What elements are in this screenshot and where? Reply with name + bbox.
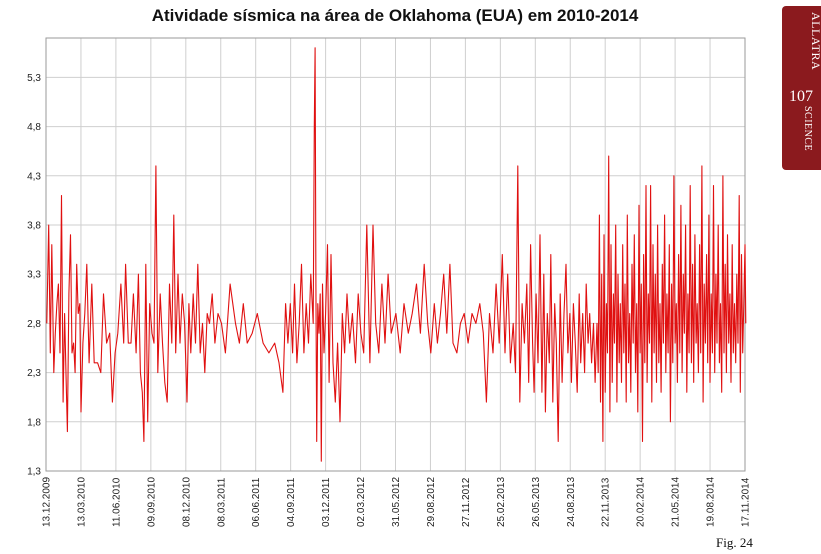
badge-brand: ALLATRA [809, 12, 821, 71]
allatra-science-badge: ALLATRA 107 SCIENCE [782, 6, 821, 170]
chart-grid [45, 38, 746, 472]
y-tick-label: 1,3 [27, 467, 41, 478]
x-tick-label: 09.09.2010 [146, 477, 157, 527]
x-tick-label: 20.02.2014 [636, 477, 647, 527]
badge-science: SCIENCE [802, 106, 813, 152]
x-tick-label: 27.11.2012 [461, 477, 472, 527]
figure-label: Fig. 24 [716, 535, 753, 550]
y-tick-label: 3,3 [27, 270, 41, 281]
y-tick-label: 2,8 [27, 319, 41, 330]
x-tick-label: 21.05.2014 [671, 477, 682, 527]
y-tick-label: 3,8 [27, 220, 41, 231]
seismic-line-chart: 1,31,82,32,83,33,84,34,85,3 13.12.2009 13… [27, 37, 752, 527]
x-tick-label: 29.08.2012 [426, 477, 437, 527]
x-tick-label: 13.03.2010 [76, 477, 87, 527]
y-axis-tick-labels: 1,3 1,8 2,3 2,8 3,3 3,8 4,3 4,8 5,3 [27, 73, 41, 478]
badge-number: 107 [789, 88, 813, 105]
y-tick-label: 4,3 [27, 171, 41, 182]
x-tick-label: 31.05.2012 [391, 477, 402, 527]
magnitude-series-line [46, 47, 747, 462]
y-tick-label: 4,8 [27, 122, 41, 133]
x-tick-label: 08.03.2011 [216, 477, 227, 527]
x-tick-label: 19.08.2014 [706, 477, 717, 527]
chart-title: Atividade sísmica na área de Oklahoma (E… [151, 6, 639, 25]
x-tick-label: 24.08.2013 [566, 477, 577, 527]
y-tick-label: 5,3 [27, 73, 41, 84]
x-tick-label: 08.12.2010 [181, 477, 192, 527]
y-tick-label: 2,3 [27, 368, 41, 379]
x-axis-tick-labels: 13.12.2009 13.03.2010 11.06.2010 09.09.2010… [42, 477, 752, 527]
x-tick-label: 13.12.2009 [42, 477, 53, 527]
x-tick-label: 11.06.2010 [111, 477, 122, 527]
x-tick-label: 04.09.2011 [286, 477, 297, 527]
x-tick-label: 26.05.2013 [531, 477, 542, 527]
x-tick-label: 06.06.2011 [251, 477, 262, 527]
x-tick-label: 03.12.2011 [321, 477, 332, 527]
x-tick-label: 17.11.2014 [741, 477, 752, 527]
x-tick-label: 22.11.2013 [601, 477, 612, 527]
y-tick-label: 1,8 [27, 417, 41, 428]
x-tick-label: 02.03.2012 [356, 477, 367, 527]
x-tick-label: 25.02.2013 [496, 477, 507, 527]
